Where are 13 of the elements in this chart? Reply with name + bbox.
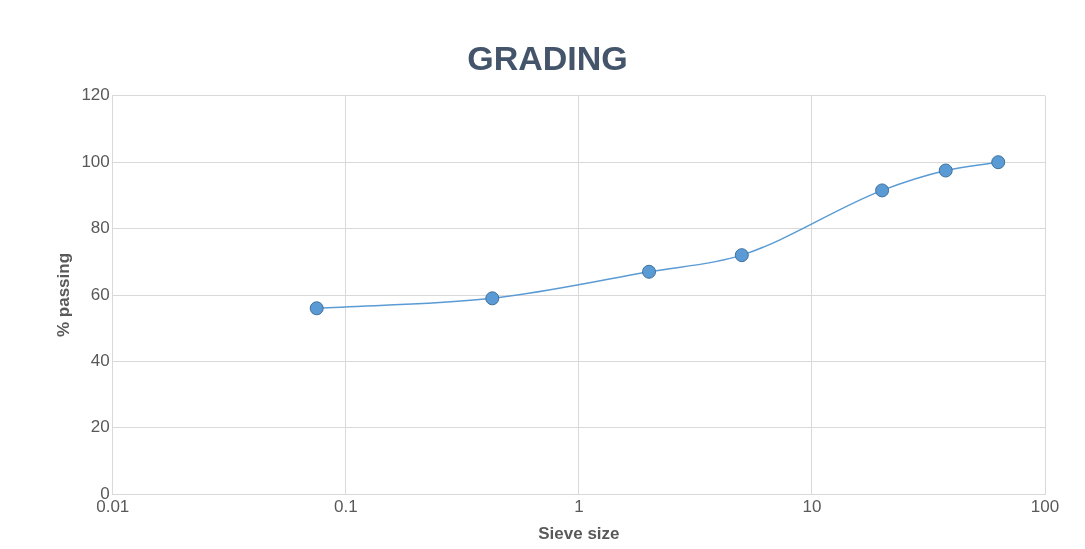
x-tick-label: 10 — [802, 497, 822, 517]
y-tick-label: 100 — [81, 151, 110, 171]
x-tick-label: 1 — [574, 497, 584, 517]
y-axis-title: % passing — [53, 252, 73, 338]
y-tick-label: 40 — [90, 351, 110, 371]
chart-title: GRADING — [467, 38, 628, 77]
x-tick-label: 0.1 — [334, 497, 358, 517]
y-tick-label: 20 — [90, 417, 110, 437]
y-tick-label: 80 — [90, 218, 110, 238]
y-tick-label: 120 — [81, 85, 110, 105]
y-tick-label: 60 — [90, 284, 110, 304]
x-axis-title: Sieve size — [538, 524, 620, 544]
x-tick-label: 100 — [1030, 497, 1060, 517]
